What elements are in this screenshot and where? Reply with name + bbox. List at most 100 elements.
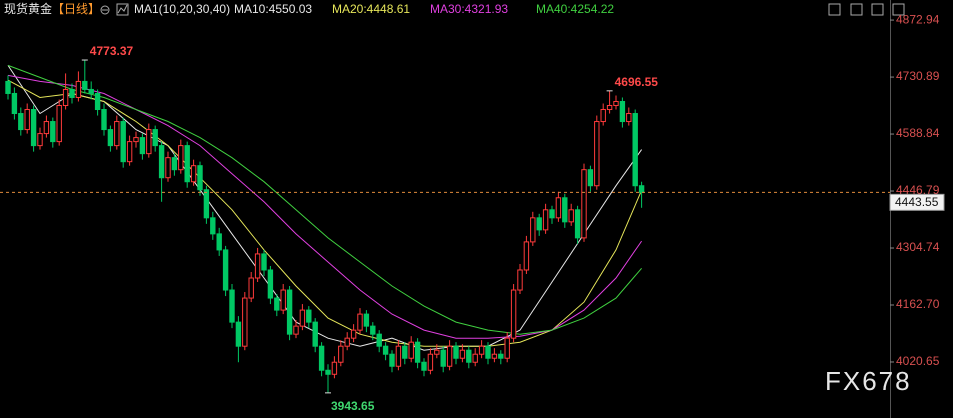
symbol: 现货黄金: [4, 1, 52, 16]
ma-line: [7, 79, 643, 347]
ma-line: [7, 65, 643, 351]
candle-body: [11, 92, 18, 115]
candle-body: [549, 209, 555, 219]
candle-body: [331, 361, 338, 375]
candle-body: [338, 345, 344, 363]
candle-body: [562, 197, 568, 223]
candle-body: [152, 129, 158, 147]
candle-body: [626, 113, 632, 123]
candle-body: [632, 113, 638, 187]
candle-body: [62, 88, 69, 107]
candle-body: [568, 209, 574, 223]
candle-body: [267, 269, 274, 299]
candle-body: [30, 109, 37, 147]
y-tick-label: 4162.70: [896, 297, 940, 311]
candle-body: [325, 369, 331, 375]
candle-body: [82, 80, 88, 90]
candle-body: [536, 217, 542, 231]
candle-body: [530, 217, 536, 243]
candle-body: [434, 349, 440, 355]
candle-body: [101, 109, 107, 131]
y-tick-label: 4304.74: [896, 240, 940, 254]
toolbar-button[interactable]: [850, 3, 863, 16]
candle-body: [485, 345, 491, 359]
y-tick-label: 4730.89: [896, 69, 940, 83]
candle-body: [459, 349, 466, 359]
candle-body: [408, 341, 414, 359]
ma-line: [7, 64, 642, 335]
candle-body: [395, 345, 402, 367]
candle-body: [293, 325, 299, 335]
candle-body: [146, 129, 152, 155]
candle-body: [210, 217, 216, 235]
candle-body: [75, 80, 82, 98]
period[interactable]: 【日线】: [52, 2, 100, 16]
candle-body: [542, 209, 549, 231]
candle-body: [581, 169, 587, 239]
candle-body: [587, 169, 594, 187]
candle-body: [600, 109, 606, 123]
indicator-icon-line: [117, 4, 128, 14]
candle-body: [312, 321, 318, 347]
candle-body: [299, 309, 306, 327]
candle-body: [619, 100, 626, 123]
candle-body: [203, 189, 210, 219]
candle-body: [254, 253, 261, 279]
candle-body: [357, 313, 363, 331]
candle-body: [478, 345, 485, 355]
candle-body: [421, 361, 427, 371]
candle-body: [517, 269, 523, 291]
legend-entry: MA20:4448.61: [332, 2, 410, 16]
candle-body: [37, 133, 43, 147]
indicator-label[interactable]: MA1(10,20,30,40): [134, 2, 230, 16]
candle-body: [56, 105, 62, 143]
candle-body: [88, 88, 94, 94]
candle-body: [402, 345, 408, 359]
candle-body: [216, 233, 222, 251]
candle-body: [370, 325, 376, 335]
extreme-label: 4773.37: [90, 44, 134, 58]
indicator-icon[interactable]: [116, 3, 129, 16]
candle-body: [274, 297, 280, 311]
toolbar-button[interactable]: [828, 3, 841, 16]
y-tick-label: 4872.94: [896, 12, 940, 26]
candle-body: [235, 321, 242, 347]
candle-body: [414, 341, 421, 363]
extreme-label: 3943.65: [331, 399, 375, 413]
legend-entry: MA30:4321.93: [430, 2, 508, 16]
collapse-icon[interactable]: [100, 5, 110, 15]
y-tick-label: 4446.79: [896, 183, 940, 197]
candle-body: [184, 145, 190, 183]
candle-body: [574, 209, 581, 239]
ma-line: [7, 74, 643, 339]
candle-body: [139, 137, 146, 155]
candle-body: [453, 345, 459, 359]
candle-body: [306, 309, 312, 323]
toolbar-button[interactable]: [892, 3, 905, 16]
candle-body: [466, 349, 472, 363]
candle-body: [350, 329, 357, 339]
toolbar: [828, 3, 905, 16]
candle-body: [261, 253, 267, 271]
toolbar-button[interactable]: [871, 3, 884, 16]
candle-body: [120, 121, 126, 163]
candle-body: [389, 353, 395, 367]
y-tick-label: 4588.84: [896, 126, 940, 140]
candle-body: [69, 88, 75, 98]
candle-body: [50, 121, 56, 143]
candle-body: [190, 165, 197, 183]
candle-body: [427, 353, 434, 371]
candle-body: [504, 337, 510, 359]
candle-body: [446, 345, 453, 367]
last-price-label: 4443.55: [895, 195, 939, 209]
candle-body: [498, 353, 504, 359]
candle-body: [523, 241, 530, 271]
candle-body: [242, 297, 248, 347]
candle-body: [18, 113, 24, 131]
candle-body: [555, 197, 562, 219]
candle-body: [594, 121, 600, 187]
watermark: FX678: [825, 366, 912, 396]
candle-body: [158, 145, 165, 179]
